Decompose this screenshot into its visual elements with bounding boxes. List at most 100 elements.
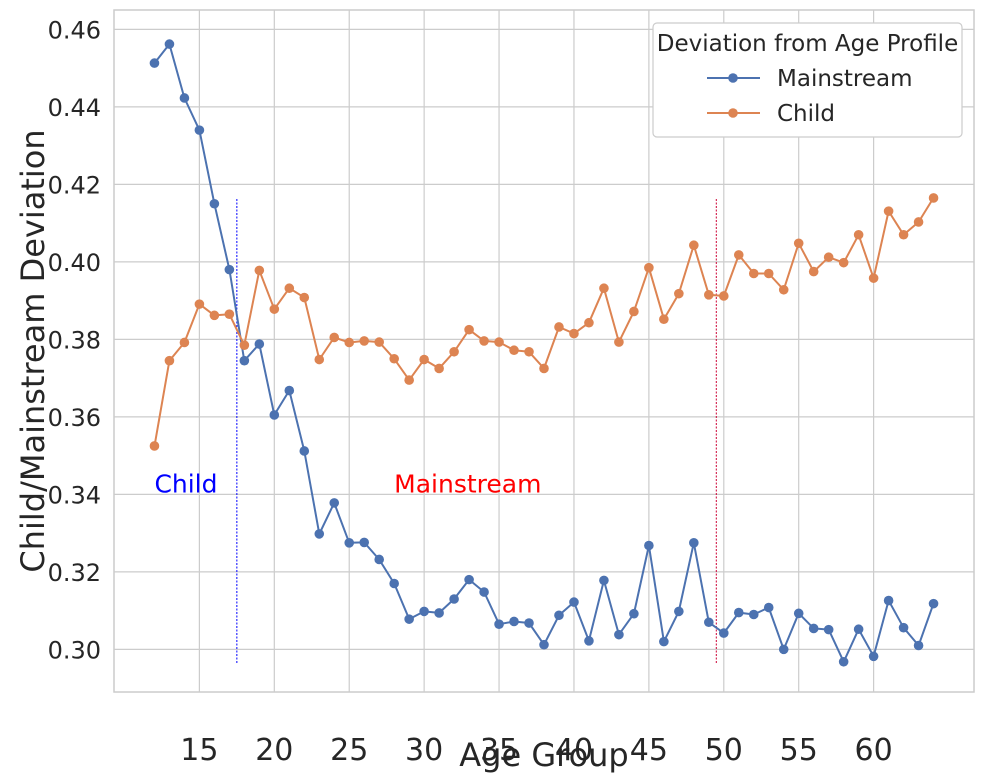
data-point <box>629 306 639 317</box>
data-point <box>299 446 310 456</box>
x-tick-label: 45 <box>630 733 668 768</box>
data-point <box>434 363 444 374</box>
data-point <box>718 291 729 301</box>
data-point <box>434 608 444 618</box>
data-point <box>539 639 549 650</box>
data-point <box>179 337 190 348</box>
data-point <box>793 608 804 619</box>
data-point <box>479 336 489 346</box>
data-point <box>614 337 624 347</box>
data-point <box>494 619 504 629</box>
data-point <box>644 540 654 551</box>
legend-label: Child <box>777 101 835 127</box>
data-point <box>149 441 160 451</box>
data-point <box>524 618 534 628</box>
series-mainstream <box>149 39 939 667</box>
legend-item-mainstream: Mainstream <box>707 66 913 92</box>
data-point <box>329 332 340 343</box>
data-point <box>748 609 759 620</box>
data-point <box>853 624 864 635</box>
data-point <box>359 336 370 346</box>
data-point <box>254 339 265 349</box>
data-point <box>584 317 594 328</box>
legend-entries: Mainstream Child <box>707 66 913 127</box>
data-point <box>853 229 864 240</box>
data-point <box>419 606 429 617</box>
data-point <box>224 309 235 319</box>
data-point <box>404 375 414 385</box>
annotations: Child Mainstream <box>154 469 541 498</box>
data-point <box>239 340 250 350</box>
data-point <box>913 640 924 651</box>
y-tick-label: 0.38 <box>48 326 101 354</box>
data-point <box>898 229 909 240</box>
x-tick-label: 20 <box>255 733 293 768</box>
legend-label: Mainstream <box>777 66 913 92</box>
legend-marker <box>728 108 738 118</box>
legend-item-child: Child <box>707 101 835 127</box>
data-point <box>224 264 235 275</box>
data-point <box>599 575 609 586</box>
data-point <box>509 345 519 356</box>
data-point <box>554 322 564 332</box>
data-point <box>314 354 325 365</box>
data-point <box>883 595 894 606</box>
data-point <box>629 608 639 619</box>
x-tick-label: 25 <box>330 733 368 768</box>
data-point <box>389 578 399 589</box>
data-point <box>674 606 684 617</box>
x-axis-label: Age Group <box>459 736 628 774</box>
data-point <box>584 636 594 646</box>
data-point <box>868 273 879 283</box>
x-tick-label: 55 <box>780 733 818 768</box>
legend-box <box>652 22 963 138</box>
data-point <box>269 410 280 420</box>
data-point <box>838 656 849 667</box>
data-point <box>209 310 220 321</box>
x-tick-label: 35 <box>480 733 518 768</box>
x-tick-label: 60 <box>855 733 893 768</box>
data-point <box>539 363 549 374</box>
data-point <box>464 324 474 335</box>
data-point <box>149 58 160 68</box>
data-point <box>314 529 325 539</box>
data-point <box>374 554 384 565</box>
data-point <box>554 610 564 621</box>
data-point <box>404 614 414 624</box>
data-point <box>284 283 295 294</box>
data-point <box>928 193 939 203</box>
series-child <box>149 193 939 451</box>
data-point <box>164 39 175 49</box>
data-point <box>284 385 295 396</box>
data-point <box>344 337 355 348</box>
data-point <box>898 622 909 633</box>
data-point <box>808 266 819 277</box>
legend: Deviation from Age Profile Mainstream Chi… <box>652 22 963 138</box>
data-point <box>479 587 489 597</box>
y-tick-label: 0.30 <box>48 636 101 664</box>
y-tick-label: 0.36 <box>48 404 101 432</box>
data-point <box>569 328 579 339</box>
data-point <box>374 337 384 347</box>
series-layer <box>149 39 939 667</box>
data-point <box>599 283 609 294</box>
data-point <box>614 629 624 640</box>
data-point <box>494 337 504 347</box>
data-point <box>778 644 789 655</box>
y-tick-label: 0.40 <box>48 249 101 277</box>
series-line <box>153 197 935 447</box>
y-tick-label: 0.34 <box>48 481 101 509</box>
data-point <box>928 598 939 609</box>
data-point <box>659 314 669 325</box>
data-point <box>239 355 250 366</box>
data-point <box>329 498 340 508</box>
data-point <box>868 651 879 662</box>
data-point <box>359 537 370 548</box>
data-point <box>778 284 789 295</box>
data-point <box>569 597 579 607</box>
y-tick-label: 0.32 <box>48 559 101 587</box>
data-point <box>704 290 714 300</box>
y-axis-label: Child/Mainstream Deviation <box>14 129 52 572</box>
data-point <box>674 288 684 299</box>
